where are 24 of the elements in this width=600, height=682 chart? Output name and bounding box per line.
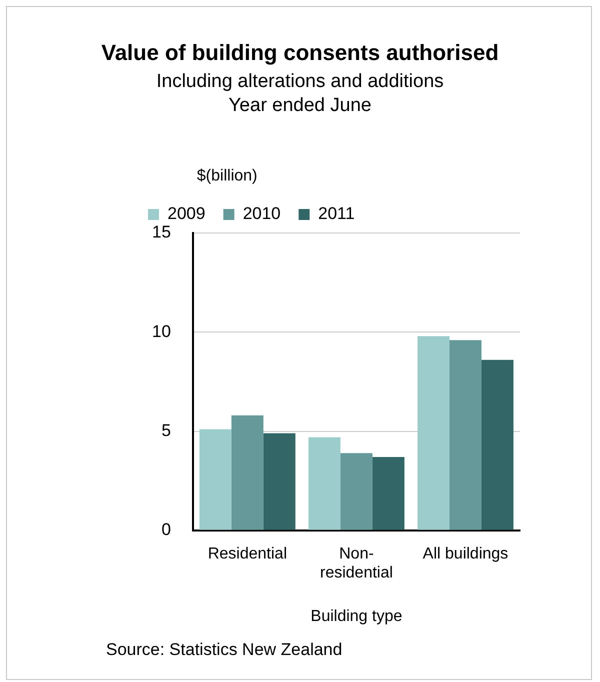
y-axis-title: $(billion) <box>196 167 258 184</box>
bar <box>263 433 296 530</box>
y-tick-label: 0 <box>161 520 171 540</box>
x-tick-label: Residential <box>208 545 287 562</box>
y-tick-label: 10 <box>152 322 171 341</box>
x-tick-label: Non-residential <box>320 545 393 582</box>
bar <box>372 457 404 530</box>
bar <box>418 336 450 530</box>
bar <box>340 453 372 530</box>
bar <box>449 340 482 530</box>
bar <box>308 437 340 530</box>
bar <box>199 429 232 530</box>
x-axis-title: Building type <box>310 608 402 625</box>
chart-subtitle: Including alterations and additions Year ended June <box>155 70 445 118</box>
chart-title: Value of building consents authorised <box>100 40 500 66</box>
source-note: Source: Statistics New Zealand <box>106 640 342 660</box>
bar <box>231 415 264 530</box>
y-tick-label: 15 <box>152 222 171 242</box>
legend-label: 2009 <box>168 204 206 224</box>
bar <box>481 360 514 530</box>
x-tick-label: All buildings <box>422 545 508 562</box>
legend-label: 2010 <box>242 204 281 224</box>
legend-label: 2011 <box>318 204 355 224</box>
y-tick-label: 5 <box>161 420 171 440</box>
